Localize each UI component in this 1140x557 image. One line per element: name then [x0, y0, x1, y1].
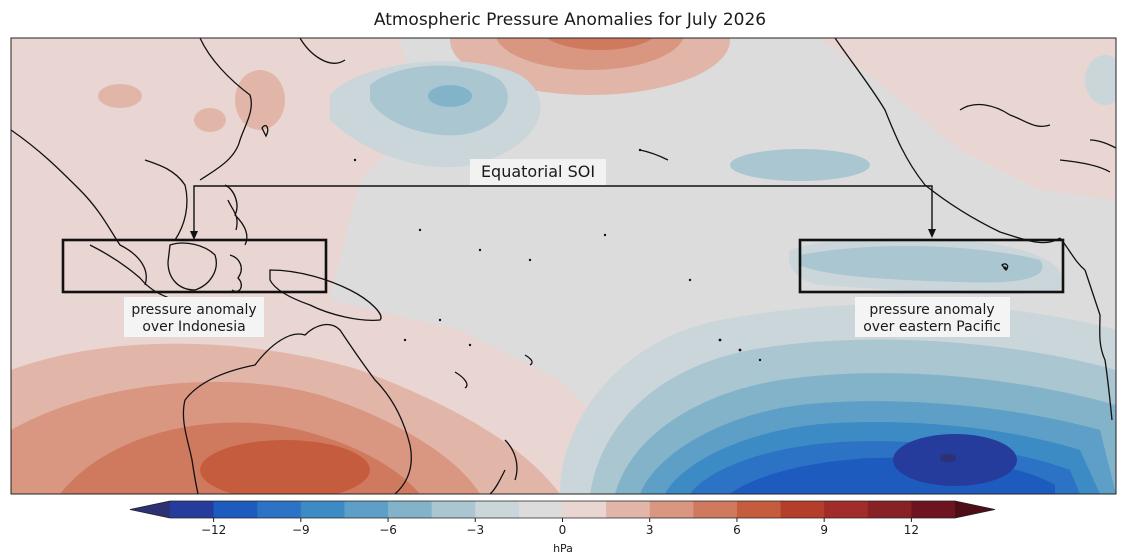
indonesia-label-line2: over Indonesia: [142, 319, 245, 335]
eastern-pacific-label-bg: [855, 297, 1010, 337]
map-frame: [10, 37, 1117, 495]
colorbar-bin: [475, 501, 520, 518]
colorbar-bin: [693, 501, 738, 518]
colorbar-bin: [344, 501, 389, 518]
colorbar-tick-label: 0: [559, 523, 567, 537]
colorbar-extend-low: [130, 501, 170, 518]
colorbar-bin: [300, 501, 345, 518]
colorbar-bin: [649, 501, 694, 518]
colorbar-bin: [867, 501, 912, 518]
soi-label-bg: [470, 159, 606, 185]
eastern-pacific-label-line1: pressure anomaly: [869, 302, 994, 318]
indonesia-box: [61, 238, 328, 294]
colorbar-bin: [780, 501, 825, 518]
colorbar-bin: [388, 501, 433, 518]
eastern-pacific-label-line2: over eastern Pacific: [863, 319, 1001, 335]
colorbar-bin: [562, 501, 607, 518]
arrow-west-icon: [190, 231, 198, 240]
eastern-pacific-box: [798, 238, 1065, 294]
colorbar-bin: [213, 501, 258, 518]
colorbar-outline: [129, 500, 996, 519]
colorbar-tick-label: −3: [466, 523, 484, 537]
indonesia-label-bg: [124, 297, 264, 337]
colorbar-bin: [431, 501, 476, 518]
colorbar-bin: [606, 501, 651, 518]
colorbar-unit: hPa: [553, 542, 573, 555]
pressure-field: [11, 38, 1116, 494]
colorbar-bin: [257, 501, 302, 518]
colorbar-bin: [736, 501, 782, 518]
colorbar-tick-label: 12: [904, 523, 919, 537]
indonesia-label-line1: pressure anomaly: [131, 302, 256, 318]
colorbar: −12 −9 −6 −3 0 3 6 9 12: [129, 500, 996, 537]
island-dots: [353, 148, 1007, 362]
colorbar-tick-label: 6: [733, 523, 741, 537]
colorbar-tick-label: 3: [646, 523, 654, 537]
colorbar-tick-label: −12: [201, 523, 226, 537]
colorbar-tick-label: −9: [292, 523, 310, 537]
soi-connector: [193, 185, 933, 238]
colorbar-bin: [170, 501, 215, 518]
colorbar-bin: [911, 501, 956, 518]
soi-label: Equatorial SOI: [481, 162, 595, 181]
colorbar-extend-high: [955, 501, 995, 518]
colorbar-bin: [824, 501, 869, 518]
arrow-east-icon: [928, 229, 936, 238]
colorbar-bin: [518, 501, 563, 518]
colorbar-tick-label: −6: [379, 523, 397, 537]
colorbar-tick-label: 9: [820, 523, 828, 537]
map-title: Atmospheric Pressure Anomalies for July …: [373, 10, 767, 30]
